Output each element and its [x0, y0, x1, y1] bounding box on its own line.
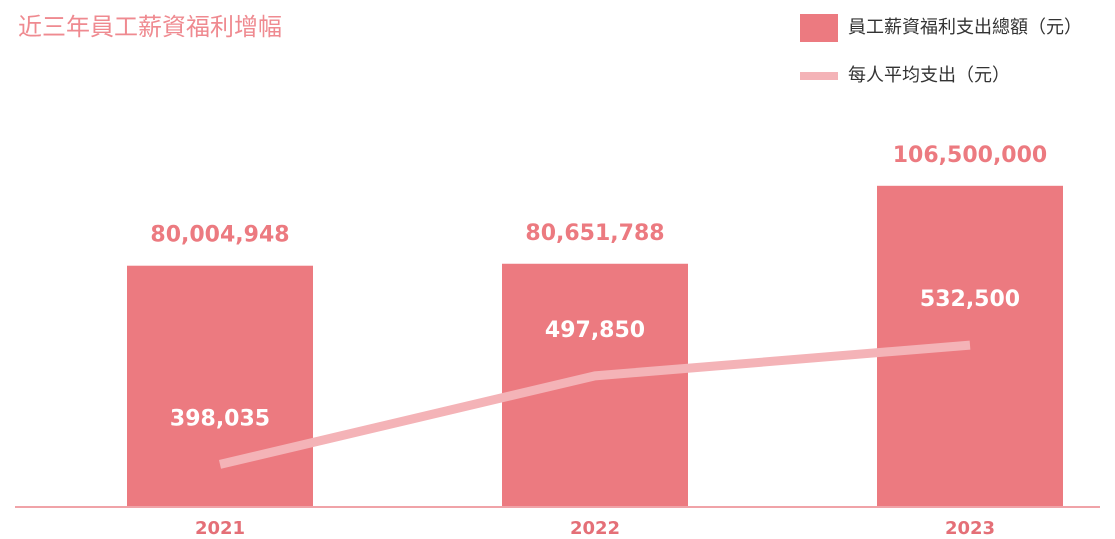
bar: [127, 265, 313, 507]
line-value-label: 532,500: [920, 287, 1020, 312]
bar: [502, 263, 688, 507]
bar-value-label: 80,004,948: [150, 223, 289, 248]
legend-swatch: [800, 14, 838, 42]
line-value-label: 398,035: [170, 406, 270, 431]
bar-value-label: 106,500,000: [893, 143, 1047, 168]
line-value-label: 497,850: [545, 318, 645, 343]
chart-title: 近三年員工薪資福利增幅: [18, 13, 282, 41]
bar-value-label: 80,651,788: [525, 221, 664, 246]
x-tick-label: 2023: [945, 518, 995, 539]
line: [218, 340, 971, 469]
x-tick-label: 2022: [570, 518, 620, 539]
legend-label: 員工薪資福利支出總額（元）: [848, 17, 1082, 38]
legend-label: 每人平均支出（元）: [848, 65, 1010, 86]
x-tick-label: 2021: [195, 518, 245, 539]
legend-swatch: [800, 72, 838, 80]
